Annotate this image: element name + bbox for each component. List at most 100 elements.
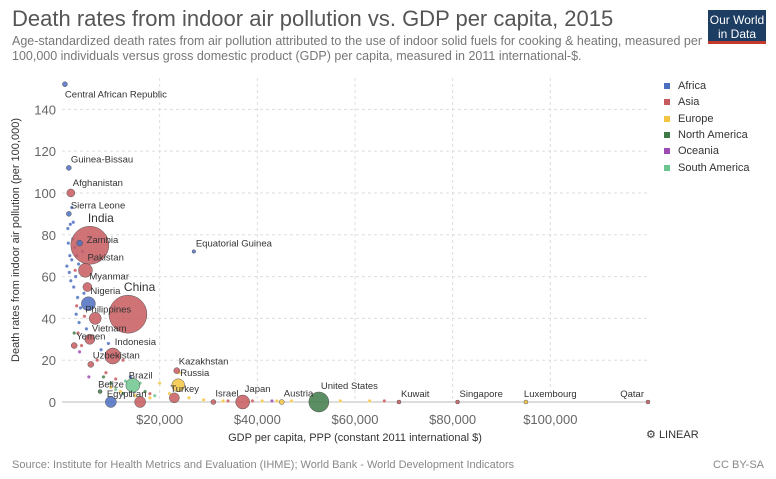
data-point	[147, 395, 152, 400]
point-label: Myanmar	[89, 272, 129, 283]
data-point	[86, 374, 91, 379]
data-point	[72, 331, 77, 336]
data-point	[69, 257, 74, 262]
data-point	[101, 374, 106, 379]
y-tick-label: 0	[49, 395, 56, 410]
data-point	[250, 398, 255, 403]
data-point-equatorial-guinea	[191, 249, 196, 254]
point-label: China	[124, 280, 156, 294]
data-point	[81, 291, 86, 296]
x-tick-label: $80,000	[429, 412, 476, 427]
data-point	[95, 358, 100, 363]
data-point	[84, 326, 89, 331]
point-label: Russia	[180, 368, 210, 379]
data-point	[66, 241, 71, 246]
y-tick-label: 140	[34, 102, 56, 117]
data-point	[221, 398, 226, 403]
legend-item-oceania[interactable]: Oceania	[664, 143, 750, 159]
point-label: Kazakhstan	[179, 357, 229, 368]
legend-label: South America	[678, 161, 750, 174]
data-point	[74, 303, 79, 308]
data-point	[74, 312, 79, 317]
data-point-indonesia	[104, 347, 122, 365]
x-tick-label: $100,000	[523, 412, 577, 427]
point-label: Israel	[215, 389, 238, 400]
y-axis-label: Death rates from indoor air pollution (p…	[10, 118, 22, 362]
data-point	[260, 398, 265, 403]
data-point-afghanistan	[66, 188, 76, 198]
legend-item-africa[interactable]: Africa	[664, 78, 750, 94]
data-point	[69, 205, 74, 210]
owid-logo[interactable]: Our World in Data	[708, 10, 766, 44]
data-point-turkey	[169, 392, 180, 404]
data-point-zambia	[76, 239, 83, 247]
data-point	[367, 398, 372, 403]
legend-item-asia[interactable]: Asia	[664, 94, 750, 110]
point-label: Central African Republic	[65, 89, 167, 100]
y-tick-label: 20	[42, 353, 56, 368]
data-point	[77, 320, 82, 325]
legend-label: Asia	[678, 96, 700, 109]
data-point-egypt	[105, 396, 117, 408]
point-label: Guinea-Bissau	[71, 154, 133, 165]
legend-swatch	[664, 164, 670, 171]
point-label: Zambia	[87, 235, 119, 246]
data-point-brazil	[125, 378, 141, 393]
data-point	[186, 395, 191, 400]
legend-label: Africa	[678, 80, 707, 93]
data-point	[226, 398, 231, 403]
footer-source: Source: Institute for Health Metrics and…	[12, 459, 515, 471]
point-label: Philippines	[85, 304, 131, 315]
legend-item-south-america[interactable]: South America	[664, 159, 750, 175]
y-tick-label: 60	[42, 270, 56, 285]
legend-item-north-america[interactable]: North America	[664, 127, 750, 143]
data-point-kuwait	[396, 399, 402, 405]
chart-title: Death rates from indoor air pollution vs…	[12, 6, 614, 31]
point-label: Belize	[98, 380, 124, 391]
y-tick-label: 120	[34, 144, 56, 159]
data-point	[106, 341, 111, 346]
data-point	[67, 270, 72, 275]
point-label: Luxembourg	[524, 389, 577, 400]
footer-license[interactable]: CC BY-SA	[713, 459, 764, 471]
legend-swatch	[664, 148, 670, 155]
data-point	[73, 268, 78, 273]
data-point-india	[70, 225, 110, 265]
data-point-japan	[235, 394, 250, 410]
scale-toggle-button[interactable]: ⚙ LINEAR	[646, 428, 699, 441]
y-tick-label: 40	[42, 311, 56, 326]
legend-label: Oceania	[678, 145, 719, 158]
data-point	[133, 393, 138, 398]
point-label: Vietnam	[92, 323, 127, 334]
data-point-sierra-leone	[66, 211, 72, 217]
legend-item-europe[interactable]: Europe	[664, 111, 750, 127]
data-point	[76, 331, 81, 336]
x-tick-label: $60,000	[332, 412, 379, 427]
logo-line-2: in Data	[717, 27, 757, 41]
data-point-qatar	[645, 399, 651, 405]
data-point	[338, 398, 343, 403]
point-label: Qatar	[620, 389, 644, 400]
data-point	[113, 377, 118, 382]
point-label: Uzbekistan	[93, 350, 140, 361]
x-tick-label: $20,000	[136, 412, 183, 427]
data-point-myanmar	[82, 282, 93, 292]
data-point	[382, 398, 387, 403]
data-point-guinea-bissau	[66, 165, 72, 171]
data-point	[99, 347, 104, 352]
data-point-israel	[210, 399, 217, 405]
data-point	[103, 370, 108, 375]
data-point-kazakhstan	[173, 367, 181, 374]
point-label: Turkey	[170, 384, 199, 395]
data-point-luxembourg	[523, 399, 529, 405]
data-point-china	[108, 294, 148, 334]
point-label: Yemen	[76, 332, 105, 343]
data-point	[78, 305, 83, 310]
point-label: Kuwait	[401, 389, 430, 400]
data-point	[113, 387, 118, 392]
data-point-nigeria	[81, 296, 96, 312]
data-point-yemen	[70, 342, 78, 349]
data-point-russia	[171, 378, 185, 393]
gear-icon: ⚙	[646, 429, 656, 441]
data-point	[73, 274, 78, 279]
